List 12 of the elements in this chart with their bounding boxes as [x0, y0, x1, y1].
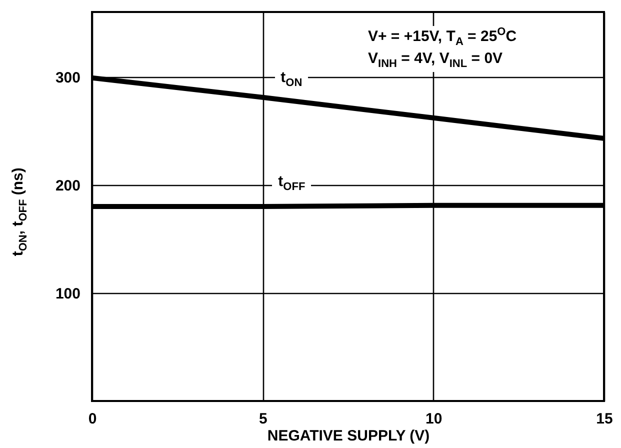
- x-tick-label: 5: [258, 410, 268, 428]
- annotation: V$_{INH}$ = 4V, V$_{INL}$ = 0V: [362, 50, 509, 72]
- y-tick-label: 200: [55, 177, 80, 194]
- y-tick-label: 300: [55, 69, 80, 86]
- series-label: t$_{OFF}$: [272, 173, 312, 195]
- x-tick-label: 10: [425, 410, 442, 428]
- annotation: V+ = +15V, T$_{A}$ = 25$^{O}$C: [362, 26, 523, 50]
- x-tick-label: 15: [596, 410, 613, 428]
- x-tick-label: 0: [88, 410, 97, 428]
- y-tick-label: 100: [55, 285, 80, 302]
- x-axis-title: NEGATIVE SUPPLY (V): [267, 428, 430, 444]
- series-label: t$_{ON}$: [274, 68, 308, 90]
